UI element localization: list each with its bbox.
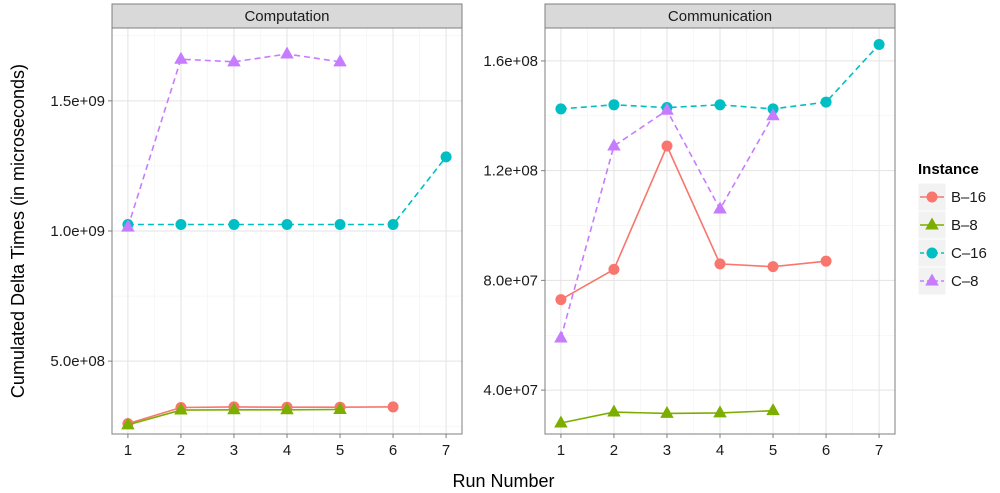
data-point-c-16 [281, 218, 293, 230]
x-axis-title: Run Number [452, 471, 554, 491]
legend-marker-b-16 [926, 191, 938, 203]
series-line-c-8 [127, 53, 341, 228]
legend-label-c-8: C–8 [951, 273, 979, 290]
legend-label-b-16: B–16 [951, 189, 986, 206]
data-point-b-8 [121, 417, 135, 430]
x-tick-label: 3 [230, 442, 238, 459]
data-point-b-8 [607, 404, 621, 417]
data-point-b-16 [608, 263, 620, 275]
x-tick-label: 1 [124, 442, 132, 459]
data-point-b-8 [766, 403, 780, 416]
data-point-c-8 [660, 102, 674, 115]
data-point-b-16 [661, 140, 673, 152]
data-point-b-16 [714, 258, 726, 270]
data-point-b-8 [174, 402, 188, 415]
data-point-c-16 [440, 151, 452, 163]
data-point-c-8 [280, 46, 294, 59]
facet-strip [544, 3, 896, 29]
data-point-b-8 [554, 415, 568, 428]
x-tick-label: 2 [610, 442, 618, 459]
data-point-c-8 [333, 54, 347, 67]
data-point-c-16 [714, 99, 726, 111]
x-tick-label: 3 [663, 442, 671, 459]
series-line-b-16 [127, 406, 394, 425]
data-point-b-16 [767, 261, 779, 273]
facet-title: Communication [668, 8, 772, 25]
data-point-c-16 [334, 218, 346, 230]
facet-communication: Communication 1 2 3 4 5 6 7 4.0e+07 8.0e+07 1.2e+0… [483, 3, 896, 459]
data-point-b-16 [820, 255, 832, 267]
x-tick-label: 7 [875, 442, 883, 459]
data-point-b-8 [280, 402, 294, 415]
data-point-c-16 [555, 103, 567, 115]
data-point-b-8 [660, 405, 674, 418]
legend-title: Instance [918, 161, 979, 178]
x-tick-label: 2 [177, 442, 185, 459]
data-point-c-16 [387, 218, 399, 230]
data-point-c-8 [607, 138, 621, 151]
data-point-c-16 [228, 218, 240, 230]
series-line-b-16 [560, 144, 827, 301]
x-tick-label: 1 [557, 442, 565, 459]
x-tick-label: 6 [389, 442, 397, 459]
x-tick-label: 5 [336, 442, 344, 459]
data-point-c-8 [713, 201, 727, 214]
legend: Instance B–16 B–8 C–16 C–8 [917, 161, 987, 296]
data-point-c-8 [766, 108, 780, 121]
data-point-b-16 [555, 294, 567, 306]
y-tick-label: 4.0e+07 [483, 382, 538, 399]
x-tick-label: 5 [769, 442, 777, 459]
data-point-c-8 [121, 219, 135, 232]
data-point-b-8 [333, 402, 347, 415]
data-point-b-16 [387, 401, 399, 413]
data-point-c-8 [554, 330, 568, 343]
y-tick-label: 1.6e+08 [483, 53, 538, 70]
y-tick-label: 5.0e+08 [50, 353, 105, 370]
legend-marker-b-8 [925, 217, 939, 230]
legend-label-c-16: C–16 [951, 245, 987, 262]
data-point-c-16 [873, 38, 885, 50]
legend-label-b-8: B–8 [951, 217, 978, 234]
data-point-c-8 [227, 54, 241, 67]
facet-title: Computation [244, 8, 329, 25]
data-point-c-16 [175, 218, 187, 230]
y-tick-label: 8.0e+07 [483, 272, 538, 289]
data-point-c-16 [608, 99, 620, 111]
legend-marker-c-16 [926, 247, 938, 259]
x-tick-label: 4 [283, 442, 291, 459]
data-point-b-8 [713, 405, 727, 418]
data-point-b-8 [227, 402, 241, 415]
x-tick-label: 4 [716, 442, 724, 459]
facet-computation: Computation 1 2 3 4 5 6 7 5.0e+08 1.0e+09 1.5e+09 [50, 3, 463, 459]
data-point-c-8 [174, 51, 188, 64]
facet-strip [111, 3, 463, 29]
data-point-c-16 [820, 96, 832, 108]
x-tick-label: 6 [822, 442, 830, 459]
y-tick-label: 1.0e+09 [50, 223, 105, 240]
y-tick-label: 1.5e+09 [50, 93, 105, 110]
y-axis-title: Cumulated Delta Times (in microseconds) [8, 64, 28, 398]
x-tick-label: 7 [442, 442, 450, 459]
legend-marker-c-8 [925, 273, 939, 286]
y-tick-label: 1.2e+08 [483, 163, 538, 180]
